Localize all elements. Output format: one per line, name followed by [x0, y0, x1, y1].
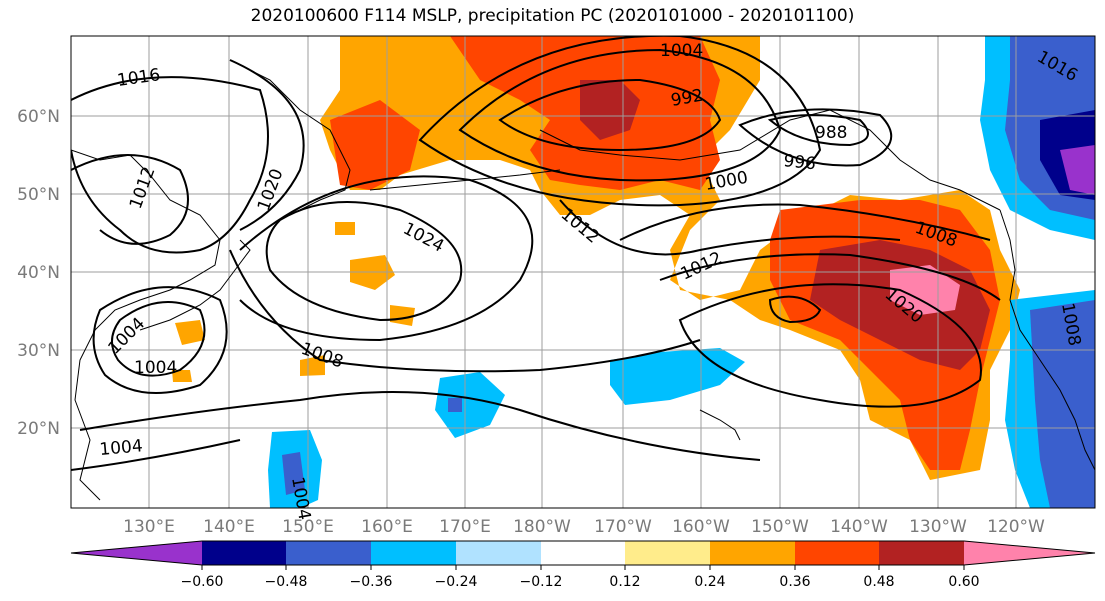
- colorbar-segment-10: [879, 541, 964, 565]
- isobar-line-988: [767, 114, 869, 147]
- lon-label-180w: 180°W: [513, 517, 571, 537]
- lat-label-60n: 60°N: [17, 107, 60, 127]
- lon-label-150w: 150°W: [751, 517, 809, 537]
- precip-region-gulf-alaska-core: [580, 80, 640, 140]
- lon-label-170e: 170°E: [439, 517, 491, 537]
- precip-patch-central-3: [390, 305, 415, 326]
- lon-label-160e: 160°E: [361, 517, 413, 537]
- precip-neg-west-pacific-core: [282, 452, 305, 495]
- precip-patch-japan-2: [172, 370, 192, 382]
- isobar-line-1008-japan: [92, 286, 228, 394]
- isobar-line-1008-subtropics: [71, 439, 241, 471]
- coast-hawaii: [699, 409, 741, 441]
- isobar-line-996: [738, 108, 893, 167]
- lon-label-140w: 140°W: [830, 517, 888, 537]
- colorbar-label-neg048: −0.48: [265, 574, 308, 590]
- isobar-label-9: 1004: [660, 41, 703, 61]
- colorbar-segment-6: [541, 541, 625, 565]
- precip-region-west-coast-peak: [890, 265, 960, 315]
- coastlines: [71, 59, 1095, 501]
- lat-label-20n: 20°N: [17, 419, 60, 439]
- lon-label-160w: 160°W: [672, 517, 730, 537]
- precip-neg-subtropics-1-core: [448, 398, 462, 412]
- precip-region-northeast-pacific: [320, 36, 1020, 480]
- coast-japan: [139, 239, 251, 331]
- isobar-line-1016-west: [71, 76, 269, 254]
- colorbar-label-012: 0.12: [609, 574, 640, 590]
- coast-asia: [71, 149, 221, 501]
- colorbar-segment-9: [795, 541, 879, 565]
- colorbar-label-048: 0.48: [863, 574, 894, 590]
- colorbar-segment-8: [710, 541, 795, 565]
- colorbar-segment-3: [286, 541, 371, 565]
- mslp-isobars: [71, 36, 1001, 471]
- colorbar-ticks: [201, 565, 965, 570]
- colorbar: −0.60 −0.48 −0.36 −0.24 −0.12 0.12 0.24 …: [70, 540, 1096, 590]
- lon-label-150e: 150°E: [282, 517, 334, 537]
- colorbar-label-neg012: −0.12: [520, 574, 563, 590]
- lat-label-30n: 30°N: [17, 341, 60, 361]
- precip-region-siberia: [330, 100, 420, 190]
- isobar-line-1016-subtropics: [79, 391, 761, 461]
- colorbar-label-neg060: −0.60: [181, 574, 224, 590]
- map-frame: [70, 35, 1096, 509]
- colorbar-segment-5: [456, 541, 541, 565]
- isobar-line-1024-east: [768, 295, 822, 324]
- isobar-label-11: 988: [815, 123, 847, 143]
- lon-label-120w: 120°W: [987, 517, 1045, 537]
- precip-neg-canada-peak: [1060, 145, 1095, 195]
- colorbar-label-neg024: −0.24: [435, 574, 478, 590]
- colorbar-segment-4: [371, 541, 456, 565]
- isobar-line-low-1004: [418, 36, 822, 207]
- precip-patch-central-2: [335, 222, 355, 235]
- isobar-line-1020-high: [239, 175, 534, 342]
- precip-patch-japan-1: [175, 320, 205, 345]
- colorbar-segment-2: [202, 541, 286, 565]
- colorbar-segment-11: [964, 541, 1095, 565]
- isobar-line-1008-east: [619, 203, 991, 241]
- colorbar-label-060: 0.60: [948, 574, 979, 590]
- lon-label-130w: 130°W: [909, 517, 967, 537]
- colorbar-segment-7: [625, 541, 710, 565]
- lon-label-140e: 140°E: [203, 517, 255, 537]
- lat-label-40n: 40°N: [17, 263, 60, 283]
- isobar-line-1004-japan: [111, 301, 206, 377]
- isobar-label-20: 1004: [99, 436, 144, 460]
- isobar-line-low-992: [498, 78, 722, 152]
- coast-north-america-west: [999, 209, 1095, 471]
- isobar-label-12: 996: [782, 151, 816, 174]
- isobar-line-1020-west: [229, 59, 305, 231]
- isobar-line-1020-east: [678, 283, 982, 408]
- colorbar-label-neg036: −0.36: [350, 574, 393, 590]
- isobar-line-1012-east: [559, 199, 901, 256]
- precip-neg-subtropics-1: [435, 372, 505, 438]
- lon-label-130e: 130°E: [123, 517, 175, 537]
- colorbar-segment-1: [71, 541, 202, 565]
- lat-label-50n: 50°N: [17, 185, 60, 205]
- isobar-line-1024-high: [265, 201, 463, 322]
- isobar-line-low-1000: [458, 48, 782, 182]
- coast-kamchatka: [229, 59, 351, 211]
- isobar-line-1016-east: [659, 253, 1001, 301]
- isobar-line-1012-subtropics: [229, 249, 701, 373]
- colorbar-label-036: 0.36: [779, 574, 810, 590]
- colorbar-label-024: 0.24: [694, 574, 725, 590]
- isobar-label-6: 1004: [134, 358, 177, 378]
- precip-neg-california-strong: [1030, 300, 1095, 508]
- map-title: 2020100600 F114 MSLP, precipitation PC (…: [250, 6, 855, 26]
- isobar-line-1012-west: [71, 154, 189, 245]
- lon-label-170w: 170°W: [594, 517, 652, 537]
